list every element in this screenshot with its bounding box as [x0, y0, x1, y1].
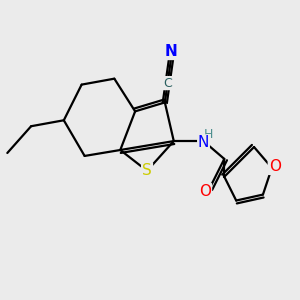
- Text: S: S: [142, 163, 152, 178]
- Text: O: O: [269, 159, 281, 174]
- Text: C: C: [164, 76, 172, 90]
- Text: O: O: [199, 184, 211, 199]
- Text: N: N: [165, 44, 178, 59]
- Text: H: H: [203, 128, 213, 141]
- Text: N: N: [198, 135, 209, 150]
